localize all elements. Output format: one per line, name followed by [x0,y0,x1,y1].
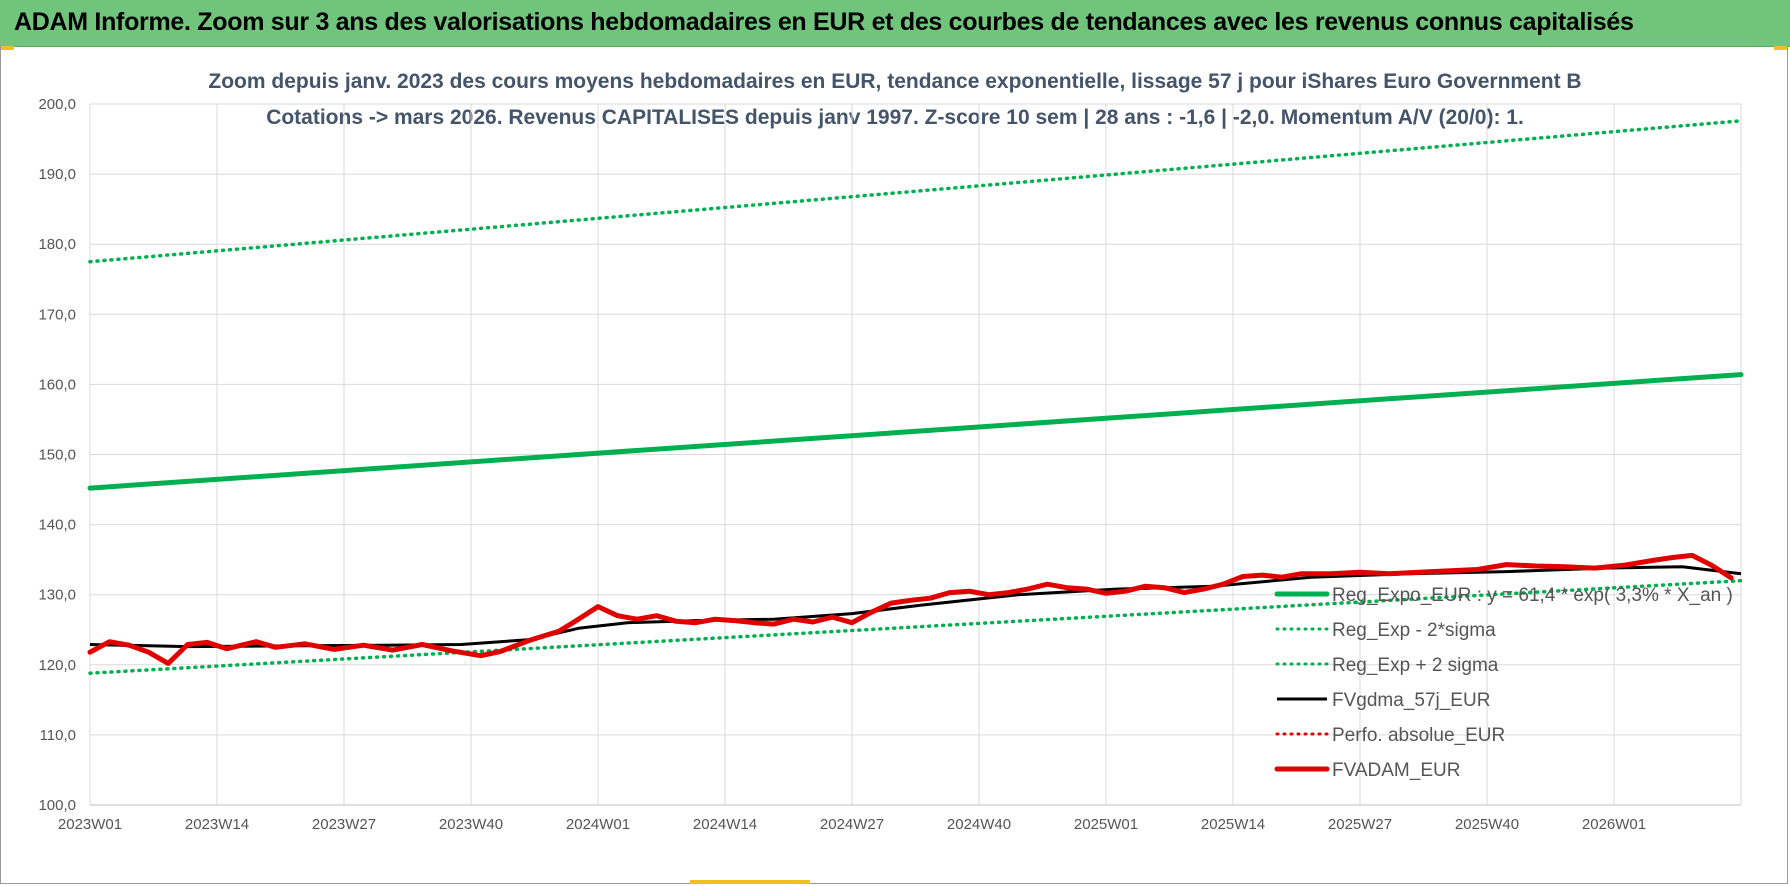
legend-label-reg-exp-2-sigma: Reg_Exp + 2 sigma [1332,655,1499,676]
y-tick-label: 190,0 [38,166,76,183]
y-tick-label: 100,0 [38,797,76,814]
legend-label-reg-expo-eur-y-61-4-exp-3-3-x-an: Reg_Expo_EUR : y = 61,4 * exp( 3,3% * X_… [1332,585,1733,606]
legend-label-perfo-absolue-eur: Perfo. absolue_EUR [1332,725,1505,746]
header-banner: ADAM Informe. Zoom sur 3 ans des valoris… [0,0,1790,47]
x-tick-label: 2023W40 [439,816,503,833]
chart-subtitle: Cotations -> mars 2026. Revenus CAPITALI… [266,106,1524,129]
y-tick-label: 180,0 [38,236,76,253]
y-tick-label: 160,0 [38,376,76,393]
y-tick-label: 170,0 [38,306,76,323]
x-tick-label: 2024W40 [947,816,1011,833]
y-tick-label: 120,0 [38,657,76,674]
x-tick-label: 2023W14 [185,816,249,833]
corner-accent-left [0,46,14,50]
corner-accent-right [1774,46,1788,50]
x-tick-label: 2025W01 [1074,816,1138,833]
legend: Reg_Expo_EUR : y = 61,4 * exp( 3,3% * X_… [1274,585,1733,781]
chart-plot: 100,0 110,0 120,0 130,0 140,0 150,0 160,0 170,0… [38,96,1744,833]
x-tick-label: 2024W14 [693,816,757,833]
chart-title: Zoom depuis janv. 2023 des cours moyens … [208,70,1582,93]
x-tick-label: 2024W01 [566,816,630,833]
corner-accent-bottom [690,880,810,884]
x-tick-label: 2025W27 [1328,816,1392,833]
x-tick-label: 2024W27 [820,816,884,833]
y-axis-ticks: 100,0 110,0 120,0 130,0 140,0 150,0 160,0 170,0… [38,96,76,814]
series-line-fvadam-eur [87,552,1734,666]
series-line-reg-exp-2-sigma [88,119,1743,264]
y-tick-label: 130,0 [38,587,76,604]
x-tick-label: 2025W40 [1455,816,1519,833]
banner-title: ADAM Informe. Zoom sur 3 ans des valoris… [14,8,1634,36]
series-line-reg-expo-eur-y-61-4-exp-3-3-x-an [87,372,1744,491]
legend-label-fvadam-eur: FVADAM_EUR [1332,760,1460,781]
series-lines [87,119,1744,675]
grid-lines [89,103,1742,806]
legend-label-reg-exp-2-sigma: Reg_Exp - 2*sigma [1332,620,1496,641]
x-axis-ticks: 2023W01 2023W14 2023W27 2023W40 2024W01 2024W… [58,816,1646,833]
y-tick-label: 150,0 [38,447,76,464]
x-tick-label: 2025W14 [1201,816,1265,833]
y-tick-label: 200,0 [38,96,76,113]
y-tick-label: 140,0 [38,517,76,534]
legend-label-fvgdma-57j-eur: FVgdma_57j_EUR [1332,690,1490,711]
x-tick-label: 2023W27 [312,816,376,833]
x-tick-label: 2026W01 [1582,816,1646,833]
y-tick-label: 110,0 [40,727,76,744]
x-tick-label: 2023W01 [58,816,122,833]
chart-frame [0,46,1788,884]
series-line-reg-exp-2-sigma [88,578,1743,675]
